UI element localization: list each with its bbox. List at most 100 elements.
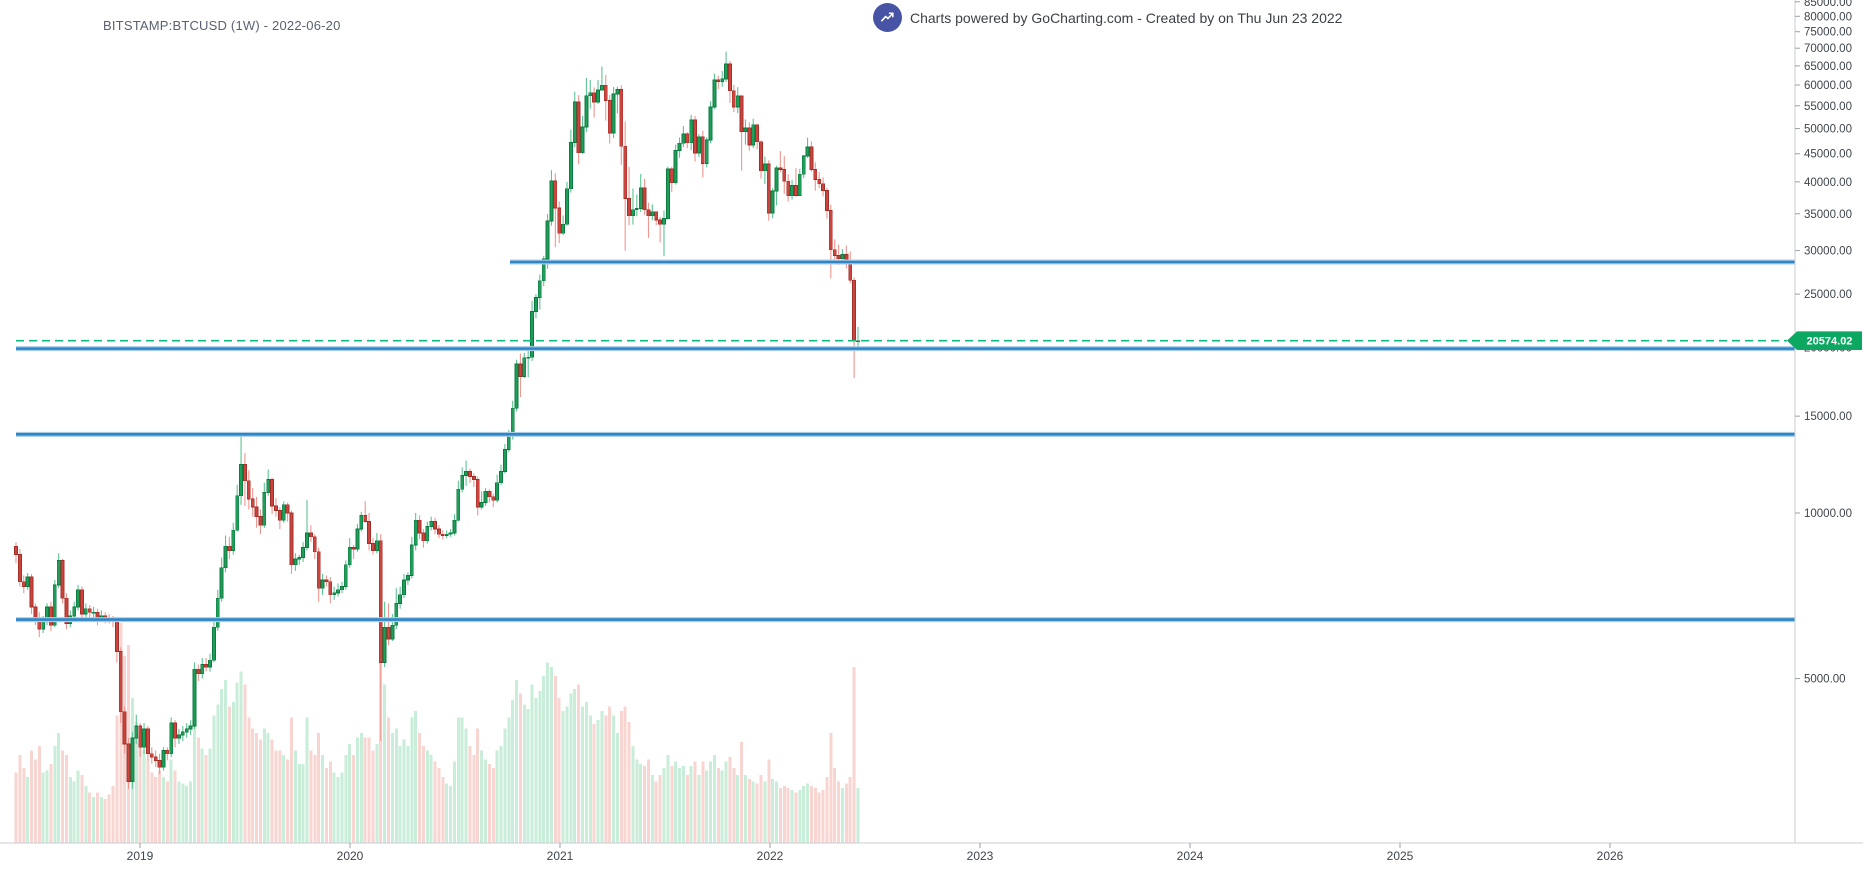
candle-body — [219, 567, 224, 599]
volume-bar — [674, 761, 678, 843]
support-lines — [16, 259, 1795, 623]
volume-bar — [185, 785, 189, 843]
candle-body — [662, 218, 666, 225]
candle-body — [433, 521, 437, 530]
candle-body — [347, 547, 352, 566]
candle-body — [211, 626, 216, 661]
volume-bar — [196, 737, 200, 843]
candle-body — [693, 119, 697, 154]
candle-body — [250, 498, 255, 508]
candle-body — [215, 597, 220, 628]
volume-bar — [340, 772, 344, 843]
price-tick-label: 70000.00 — [1804, 43, 1852, 55]
candle-body — [134, 725, 139, 739]
volume-bar — [825, 777, 829, 843]
volume-bar — [53, 746, 57, 843]
volume-bar — [37, 746, 41, 843]
candle-body — [600, 84, 604, 91]
volume-bar — [200, 748, 204, 843]
volume-bar — [402, 739, 406, 843]
volume-bar — [584, 702, 588, 843]
volume-bar — [282, 755, 286, 843]
candle-body — [545, 220, 550, 260]
volume-bar — [736, 774, 740, 843]
price-tick-label: 25000.00 — [1804, 289, 1852, 301]
candle-body — [751, 124, 756, 146]
volume-bar — [390, 733, 394, 843]
candle-body — [33, 606, 38, 619]
volume-bar — [549, 667, 553, 843]
time-axis: 2019 2020 2021 2022 2023 2024 2025 2026 — [0, 842, 1863, 863]
price-tick-label: 30000.00 — [1804, 246, 1852, 258]
volume-bar — [840, 788, 844, 843]
candle-body — [522, 357, 527, 378]
volume-bar — [817, 792, 821, 843]
volume-bar — [212, 715, 216, 843]
candle-body — [743, 127, 748, 132]
volume-bar — [441, 777, 445, 843]
volume-bar — [747, 779, 751, 843]
candle-body — [235, 495, 240, 531]
volume-bar — [608, 706, 612, 843]
volume-bar — [394, 728, 398, 843]
candle-body — [731, 90, 736, 108]
candle-body — [786, 180, 791, 197]
volume-bar — [627, 722, 631, 843]
candle-body — [634, 207, 639, 211]
candle-body — [29, 576, 34, 608]
volume-bar — [429, 755, 433, 843]
volume-bar — [119, 623, 123, 843]
candle-body — [549, 180, 554, 222]
candle-body — [301, 547, 306, 558]
candle-body — [759, 141, 763, 172]
volume-bar — [604, 715, 608, 843]
current-price-badge: 20574.02 — [1787, 331, 1862, 350]
candle-body — [716, 79, 721, 82]
gocharting-brand[interactable]: Charts powered by GoCharting.com - Creat… — [873, 3, 1342, 32]
candle-body — [41, 621, 46, 630]
candle-body — [246, 480, 251, 500]
candle-body — [126, 743, 131, 782]
candle-body — [611, 93, 616, 134]
candle-body — [623, 145, 628, 199]
volume-bar — [227, 706, 231, 843]
volume-bar — [433, 761, 437, 843]
volume-bar — [449, 785, 453, 843]
candle-body — [146, 728, 150, 755]
year-tick-label: 2023 — [967, 849, 994, 863]
candle-body — [308, 532, 313, 538]
candle-body — [324, 579, 329, 583]
volume-bar — [852, 667, 856, 843]
candle-body — [437, 528, 441, 535]
volume-bar — [324, 768, 328, 843]
volume-bar — [813, 788, 817, 843]
candle-body — [809, 146, 814, 170]
candle-body — [312, 536, 317, 553]
volume-bar — [398, 746, 402, 843]
volume-bar — [856, 788, 860, 843]
candle-body — [534, 297, 538, 312]
candle-body — [627, 198, 631, 217]
price-tick-label: 75000.00 — [1804, 27, 1852, 39]
candle-body — [413, 519, 418, 546]
volume-bar — [681, 766, 685, 843]
volume-bar — [693, 761, 697, 843]
volume-bar — [724, 761, 728, 843]
candle-body — [553, 180, 558, 209]
candle-body — [584, 95, 589, 128]
candle-body — [398, 594, 403, 604]
candle-body — [817, 179, 822, 185]
volume-bar — [72, 781, 76, 843]
price-tick-label: 85000.00 — [1804, 0, 1852, 9]
candle-body — [394, 602, 399, 626]
candle-body — [367, 521, 371, 544]
volume-bar — [751, 781, 755, 843]
candle-body — [320, 579, 325, 589]
volume-bar — [57, 733, 61, 843]
volume-bar — [317, 733, 321, 843]
volume-bar — [231, 702, 235, 843]
candle-body — [762, 163, 767, 172]
candle-body — [371, 543, 375, 551]
candle-body — [856, 340, 860, 343]
